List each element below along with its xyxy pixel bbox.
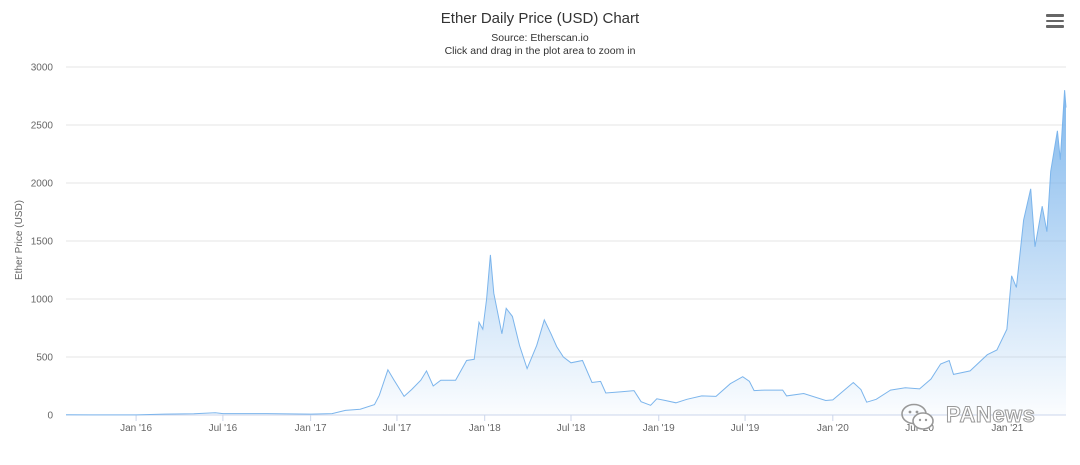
y-axis: 0 500 1000 1500 2000 2500 3000	[31, 63, 54, 422]
chart-source: Source: Etherscan.io	[491, 32, 589, 44]
y-axis-label: Ether Price (USD)	[14, 200, 25, 280]
watermark: PANews	[900, 402, 1036, 430]
x-tick-label: Jan '19	[643, 423, 675, 434]
x-axis: Jan '16 Jul '16 Jan '17 Jul '17 Jan '18 Jul '…	[120, 415, 1024, 434]
y-tick-label: 1000	[31, 295, 54, 306]
y-tick-label: 2500	[31, 121, 54, 132]
x-tick-label: Jul '18	[557, 423, 586, 434]
y-tick-label: 3000	[31, 63, 54, 74]
zoom-hint: Click and drag in the plot area to zoom …	[444, 45, 636, 57]
x-tick-label: Jan '18	[469, 423, 501, 434]
chart-subtitle: Source: Etherscan.io Click and drag in t…	[0, 32, 1080, 58]
x-tick-label: Jan '16	[120, 423, 152, 434]
x-tick-label: Jan '17	[295, 423, 327, 434]
chart-title: Ether Daily Price (USD) Chart	[440, 10, 640, 27]
y-tick-label: 1500	[31, 237, 54, 248]
x-tick-label: Jul '19	[731, 423, 760, 434]
hamburger-menu-icon[interactable]	[1046, 14, 1064, 30]
price-line	[65, 90, 1067, 416]
wechat-icon	[901, 403, 934, 430]
x-tick-label: Jan '20	[817, 423, 849, 434]
price-area	[66, 90, 1066, 415]
watermark-text: PANews	[945, 402, 1036, 428]
x-tick-label: Jul '16	[209, 423, 238, 434]
y-tick-label: 500	[36, 353, 53, 364]
x-tick-label: Jul '17	[383, 423, 412, 434]
y-tick-label: 0	[47, 411, 53, 422]
x-tick-label: Jan '21	[991, 423, 1023, 434]
y-tick-label: 2000	[31, 179, 54, 190]
